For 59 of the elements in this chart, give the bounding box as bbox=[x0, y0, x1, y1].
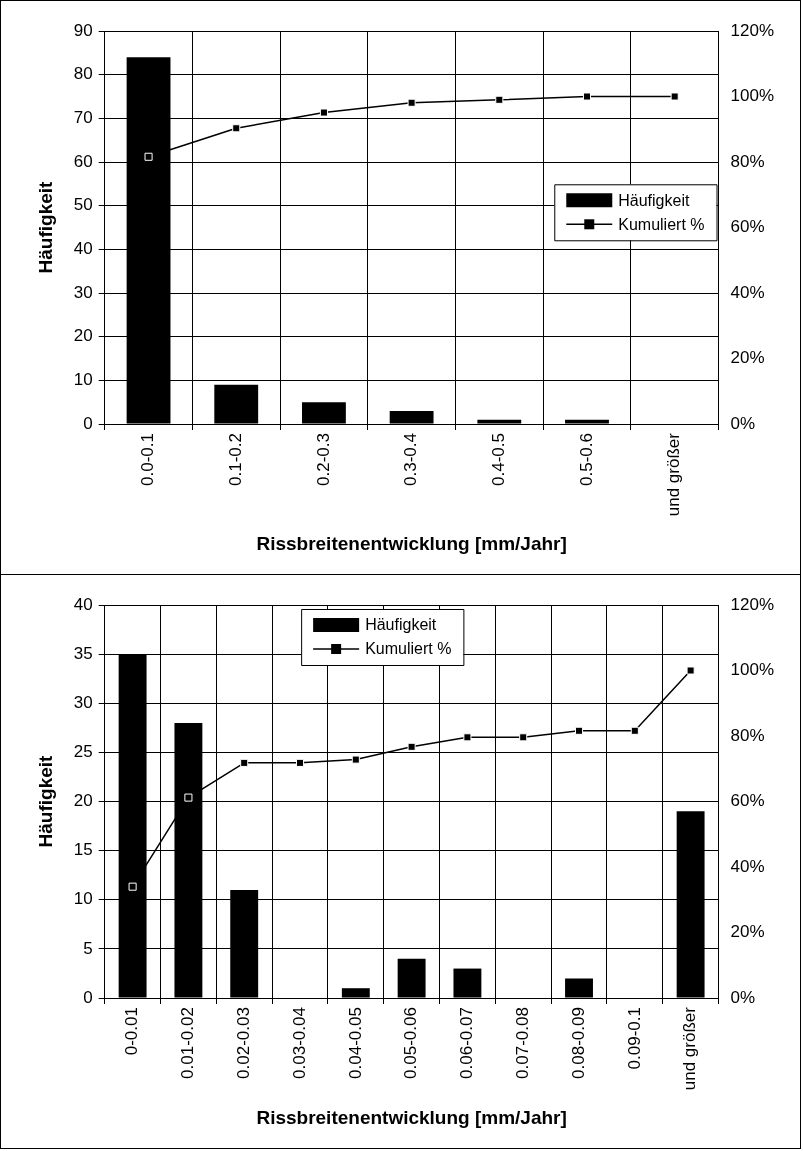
legend-label: Häufigkeit bbox=[365, 616, 437, 634]
y2-tick-label: 60% bbox=[730, 217, 765, 237]
y2-tick-label: 80% bbox=[730, 151, 765, 171]
x-tick-label: 0.4-0.5 bbox=[488, 433, 508, 486]
x-tick-label: 0.09-0.1 bbox=[624, 1007, 644, 1070]
y-tick-label: 10 bbox=[73, 370, 93, 390]
legend-label: Kumuliert % bbox=[365, 640, 452, 658]
y-tick-label: 10 bbox=[73, 889, 93, 909]
x-tick-label: 0.08-0.09 bbox=[568, 1007, 588, 1079]
y-tick-label: 5 bbox=[83, 938, 93, 958]
x-tick-label: 0.04-0.05 bbox=[345, 1007, 365, 1079]
y2-tick-label: 120% bbox=[730, 594, 774, 614]
legend-label: Kumuliert % bbox=[618, 215, 705, 233]
y-tick-label: 40 bbox=[73, 594, 93, 614]
y-tick-label: 60 bbox=[73, 151, 93, 171]
y2-tick-label: 0% bbox=[730, 413, 756, 433]
y-tick-label: 15 bbox=[73, 840, 93, 860]
x-tick-label: 0.2-0.3 bbox=[313, 433, 333, 486]
x-tick-label: 0.07-0.08 bbox=[512, 1007, 532, 1079]
y-tick-label: 90 bbox=[73, 20, 93, 40]
y2-tick-label: 120% bbox=[730, 20, 774, 40]
y-tick-label: 40 bbox=[73, 239, 93, 259]
y-tick-label: 50 bbox=[73, 195, 93, 215]
x-tick-label: 0.3-0.4 bbox=[401, 433, 421, 486]
y-tick-label: 20 bbox=[73, 791, 93, 811]
x-tick-label: 0.5-0.6 bbox=[576, 433, 596, 486]
y-tick-label: 25 bbox=[73, 742, 93, 762]
y-tick-label: 35 bbox=[73, 643, 93, 663]
y2-tick-label: 100% bbox=[730, 660, 774, 680]
y-axis-title: Häufigkeit bbox=[34, 754, 56, 848]
legend-label: Häufigkeit bbox=[618, 191, 690, 209]
y-tick-label: 0 bbox=[83, 413, 93, 433]
x-tick-label: 0.02-0.03 bbox=[233, 1007, 253, 1079]
x-axis-title: Rissbreitenentwicklung [mm/Jahr] bbox=[256, 532, 567, 554]
x-tick-label: 0.1-0.2 bbox=[225, 433, 245, 486]
y-tick-label: 0 bbox=[83, 987, 93, 1007]
y2-tick-label: 80% bbox=[730, 725, 765, 745]
y2-tick-label: 20% bbox=[730, 348, 765, 368]
y-tick-label: 30 bbox=[73, 282, 93, 302]
x-tick-label: 0.05-0.06 bbox=[401, 1007, 421, 1079]
y-tick-label: 30 bbox=[73, 692, 93, 712]
y-tick-label: 80 bbox=[73, 64, 93, 84]
y2-tick-label: 0% bbox=[730, 987, 756, 1007]
y2-tick-label: 60% bbox=[730, 791, 765, 811]
y2-tick-label: 20% bbox=[730, 922, 765, 942]
x-tick-label: 0-0.01 bbox=[122, 1007, 142, 1056]
y-tick-label: 70 bbox=[73, 108, 93, 128]
y2-tick-label: 40% bbox=[730, 282, 765, 302]
x-tick-label: 0.0-0.1 bbox=[138, 433, 158, 486]
x-tick-label: und größer bbox=[664, 432, 684, 517]
y2-tick-label: 100% bbox=[730, 86, 774, 106]
x-tick-label: 0.06-0.07 bbox=[457, 1007, 477, 1079]
y-axis-title: Häufigkeit bbox=[34, 180, 56, 274]
y2-tick-label: 40% bbox=[730, 856, 765, 876]
x-tick-label: 0.01-0.02 bbox=[178, 1007, 198, 1079]
y-tick-label: 20 bbox=[73, 326, 93, 346]
x-tick-label: und größer bbox=[680, 1006, 700, 1091]
x-axis-title: Rissbreitenentwicklung [mm/Jahr] bbox=[256, 1106, 567, 1128]
x-tick-label: 0.03-0.04 bbox=[289, 1007, 309, 1079]
